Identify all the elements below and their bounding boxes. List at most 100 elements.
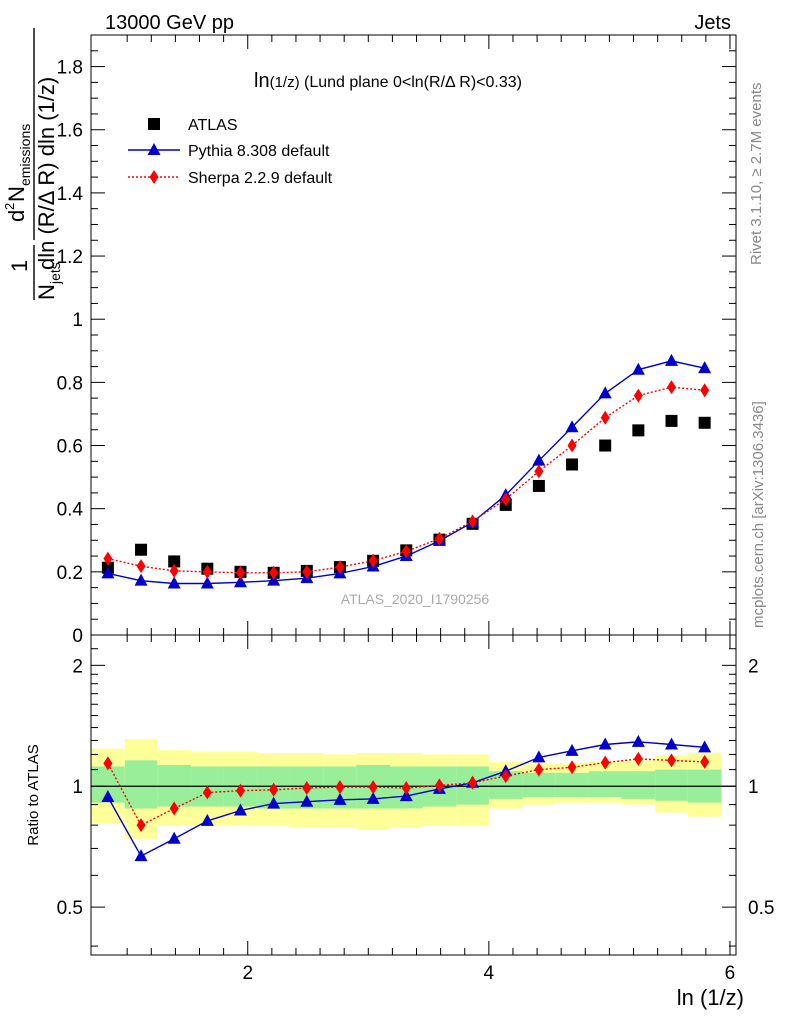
main-ytick-label: 1.6 — [57, 121, 83, 142]
ratio-ytick-label: 1 — [72, 777, 83, 798]
main-series-1-point — [233, 575, 247, 588]
ratio-series-0-point — [167, 831, 181, 844]
legend-marker-0 — [148, 118, 160, 130]
svg-text:dln (R/Δ R) dln (1/z): dln (R/Δ R) dln (1/z) — [34, 77, 59, 270]
main-series-2-point — [567, 438, 577, 453]
rivet-label: Rivet 3.1.10, ≥ 2.7M events — [748, 83, 765, 266]
ratio-series-0-point — [366, 791, 380, 804]
svg-text:N: N — [34, 284, 59, 300]
main-series-2-point — [534, 464, 544, 479]
main-series-2-point — [468, 514, 478, 529]
main-ylabel: 1 N jets d 2 N emissions dln (R/Δ R) dln… — [2, 28, 63, 300]
svg-text:1: 1 — [7, 260, 32, 272]
ratio-series-1-point — [468, 775, 478, 790]
ratio-series-0-point — [200, 813, 214, 826]
ratio-band-1 — [655, 769, 688, 801]
main-ytick-label: 0.6 — [57, 437, 83, 458]
ratio-ytick-label-right: 2 — [748, 656, 759, 677]
main-ytick-label: 0.2 — [57, 563, 83, 584]
main-series-2-point — [235, 565, 245, 580]
main-series-1-point — [200, 576, 214, 589]
main-series-1-point — [631, 362, 645, 375]
main-ytick-label: 1.8 — [57, 58, 83, 79]
ratio-band-1 — [124, 760, 158, 809]
ratio-series-0-point — [333, 792, 347, 805]
main-ytick-label: 1.2 — [57, 247, 83, 268]
xlabel: ln (1/z) — [677, 985, 744, 1010]
main-series-0-point — [632, 424, 645, 437]
header-right: Jets — [694, 12, 731, 34]
main-series-1-point — [167, 576, 181, 589]
ratio-series-1-point — [368, 780, 378, 795]
ratio-series-0-point — [267, 796, 281, 809]
main-series-2-point — [600, 410, 610, 425]
legend-label-0: ATLAS — [188, 117, 238, 134]
main-series-2-point — [667, 380, 676, 395]
main-panel-ticks: 0 0.2 0.4 0.6 0.8 1 1.2 1.4 1.6 1.8 — [57, 35, 736, 647]
ratio-band-1 — [555, 772, 589, 798]
main-series-2-point — [136, 559, 146, 574]
main-ytick-label: 0.8 — [57, 373, 83, 394]
main-ytick-label: 1 — [72, 310, 83, 331]
main-panel-series — [101, 353, 712, 589]
svg-text:emissions: emissions — [17, 124, 33, 186]
svg-text:N: N — [4, 186, 29, 202]
main-series-2-point — [633, 388, 643, 403]
main-series-2-point — [700, 383, 710, 398]
ratio-series-0-point — [598, 737, 612, 750]
main-series-0-point — [566, 458, 579, 471]
ratio-series-1-point — [335, 780, 345, 795]
ratio-series-0-point — [698, 740, 712, 753]
ratio-band-1 — [588, 771, 622, 798]
ratio-series-0-point — [233, 803, 247, 816]
main-series-2-point — [202, 564, 212, 579]
ratio-ytick-label-right: 1 — [748, 777, 759, 798]
ratio-series-1-point — [434, 778, 444, 793]
main-series-2-point — [368, 553, 378, 568]
ratio-series-1-point — [667, 753, 676, 768]
ratio-ytick-label: 0.5 — [57, 898, 83, 919]
ratio-series-0-point — [399, 789, 413, 802]
ratio-series-1-point — [202, 785, 212, 800]
ratio-series-1-point — [401, 780, 411, 795]
ratio-ylabel: Ratio to ATLAS — [25, 744, 42, 845]
main-series-2-point — [401, 544, 411, 559]
legend-label-1: Pythia 8.308 default — [188, 143, 330, 160]
ratio-series-1-point — [103, 756, 113, 771]
ratio-series-1-point — [567, 760, 577, 775]
ratio-series-1-point — [534, 762, 544, 777]
ratio-panel-bands — [91, 739, 736, 839]
main-series-2-point — [169, 563, 179, 578]
legend-marker-1 — [147, 143, 161, 155]
main-ytick-label: 0 — [72, 626, 83, 647]
ratio-series-0-point — [665, 737, 678, 750]
ratio-series-0-point — [101, 790, 115, 803]
main-series-1-point — [134, 573, 148, 586]
ratio-ytick-label: 2 — [72, 656, 83, 677]
main-series-2-point — [269, 565, 279, 580]
main-title: ln(1/z) (Lund plane 0<ln(R/Δ R)<0.33) — [254, 70, 522, 92]
main-series-1-point — [598, 386, 612, 399]
svg-text:2: 2 — [2, 203, 17, 210]
ratio-series-0-point — [300, 794, 314, 807]
main-series-1-point — [101, 566, 115, 579]
ratio-series-1-point — [302, 780, 312, 795]
ratio-band-1 — [522, 772, 556, 798]
ratio-series-0-point — [631, 734, 645, 747]
watermark: ATLAS_2020_I1790256 — [341, 591, 490, 607]
main-series-1-point — [698, 361, 712, 374]
legend-label-2: Sherpa 2.2.9 default — [188, 170, 333, 187]
main-series-2-point — [501, 492, 511, 507]
main-series-1-point — [532, 453, 546, 466]
svg-text:d: d — [4, 210, 29, 222]
main-series-0-point — [168, 555, 181, 568]
xtick-label: 6 — [725, 963, 736, 984]
main-series-0-point — [599, 439, 612, 452]
ratio-series-1-point — [136, 818, 146, 833]
main-series-2-point — [103, 551, 113, 566]
main-series-0-point — [665, 414, 678, 427]
main-series-0-point — [698, 416, 711, 429]
ratio-panel-ticks: 0.5 0.5 1 1 2 2 2 4 6 — [57, 635, 774, 984]
xtick-label: 2 — [242, 963, 253, 984]
